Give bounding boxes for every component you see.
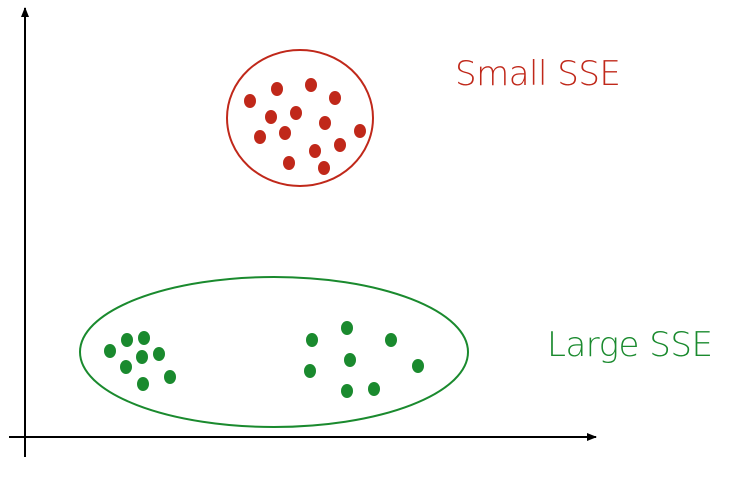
data-point [306,333,318,347]
data-point [164,370,176,384]
data-point [283,156,295,170]
data-point [304,364,316,378]
data-point [334,138,346,152]
data-point [344,353,356,367]
large-cluster-boundary [79,276,469,428]
data-point [309,144,321,158]
data-point [138,331,150,345]
data-point [341,384,353,398]
data-point [341,321,353,335]
large-sse-label: Large SSE [547,325,713,365]
data-point [121,333,133,347]
data-point [254,130,266,144]
small-sse-cluster [226,49,374,187]
data-point [412,359,424,373]
small-cluster-points [244,78,366,175]
data-point [153,347,165,361]
data-point [279,126,291,140]
data-point [271,82,283,96]
data-point [265,110,277,124]
data-point [136,350,148,364]
data-point [244,94,256,108]
data-point [385,333,397,347]
small-sse-label: Small SSE [455,54,621,94]
data-point [305,78,317,92]
data-point [318,161,330,175]
large-cluster-points [104,321,424,398]
data-point [329,91,341,105]
data-point [368,382,380,396]
data-point [290,106,302,120]
small-cluster-boundary [226,49,374,187]
data-point [137,377,149,391]
data-point [319,116,331,130]
data-point [354,124,366,138]
data-point [120,360,132,374]
large-sse-cluster [79,276,469,428]
data-point [104,344,116,358]
